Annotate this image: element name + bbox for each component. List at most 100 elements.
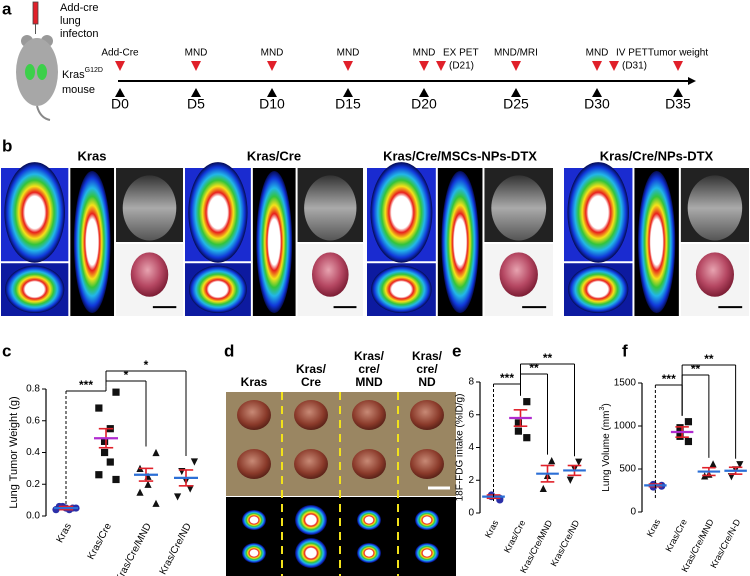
gene: Kras: [62, 69, 85, 81]
day-label: D10: [259, 96, 285, 112]
mouse-label: KrasG12D: [62, 67, 103, 81]
data-point: [676, 424, 684, 432]
lung-photo: [410, 400, 444, 430]
pet-axial: [5, 265, 65, 314]
day-marker: [267, 88, 277, 97]
x-tick-label: Kras/Cre: [502, 518, 528, 554]
lung-photo: [237, 449, 271, 479]
event-label: MND/MRI: [494, 48, 538, 59]
lung-photo: [237, 400, 271, 430]
data-point: [144, 480, 152, 488]
y-tick-label: 4: [468, 442, 474, 453]
pet-coronal: [567, 162, 630, 263]
lung-photo: [294, 400, 328, 430]
mouse-illustration: [16, 1, 58, 121]
lung-pet: [415, 510, 439, 530]
event-label: MND: [586, 48, 609, 59]
lung-pet: [295, 505, 327, 535]
group-label: Kras/: [296, 362, 327, 376]
panel-letter: a: [2, 0, 12, 18]
y-tick-label: 8: [468, 377, 474, 388]
panel-letter: b: [2, 136, 12, 155]
y-tick-label: 1000: [614, 421, 637, 432]
event-note: (D31): [622, 61, 647, 72]
data-point: [174, 493, 182, 501]
x-tick-label: Kras/Cre: [663, 517, 689, 553]
pet-axial: [188, 265, 247, 314]
event-marker: [592, 61, 602, 71]
panel-b: Kras Kras/Cre Kras/Cre/MSCs-NPs-DTX Kras/Cr…: [1, 148, 749, 316]
group-title: Kras: [78, 148, 107, 163]
day-label: D0: [111, 96, 129, 112]
data-point: [152, 448, 160, 457]
significance-label: ***: [500, 371, 514, 385]
group-label: MND: [355, 375, 383, 389]
day-marker: [673, 88, 683, 97]
y-axis-label-part: 3: [599, 407, 606, 411]
y-tick-label: 0: [468, 508, 474, 519]
data-point: [178, 467, 186, 476]
x-tick-label: Kras: [645, 517, 663, 538]
mri-body: [687, 175, 743, 241]
pet-coronal: [370, 162, 433, 263]
lung-photo: [352, 400, 386, 430]
pet-axial: [568, 265, 629, 314]
injection-label: Add-cre: [60, 2, 99, 14]
data-point: [684, 418, 693, 426]
event-marker: [673, 61, 683, 71]
day-label: D15: [335, 96, 361, 112]
lung-pet: [357, 543, 381, 563]
event-marker: [191, 61, 201, 71]
pet-sagittal: [441, 170, 479, 314]
event-label: MND: [413, 48, 436, 59]
y-axis-label-part: ): [601, 403, 612, 406]
data-point: [684, 437, 693, 446]
day-marker: [419, 88, 429, 97]
y-tick-label: 0.8: [26, 384, 40, 395]
day-marker: [592, 88, 602, 97]
event-label: MND: [185, 48, 208, 59]
data-point: [575, 458, 583, 466]
data-point: [566, 476, 574, 484]
y-tick-label: 2: [468, 475, 474, 486]
data-point: [514, 419, 522, 427]
data-point: [709, 460, 717, 468]
significance-label: *: [144, 358, 149, 372]
pet-coronal: [4, 162, 65, 263]
data-point: [100, 448, 109, 457]
panel-letter: e: [452, 341, 461, 360]
y-axis-label: Lung Tumor Weight (g): [8, 396, 20, 508]
significance-label: **: [691, 362, 701, 376]
y-tick-label: 1500: [614, 378, 637, 389]
y-tick-label: 0: [630, 507, 636, 518]
y-axis-label-part: Lung Volume (mm: [601, 411, 612, 492]
significance-label: *: [124, 368, 129, 382]
data-point: [95, 471, 103, 479]
x-tick-label: Kras: [483, 518, 501, 539]
significance-label: ***: [662, 372, 676, 386]
data-point: [152, 499, 160, 507]
lung-pet: [295, 538, 327, 568]
event-note: (D21): [449, 61, 474, 72]
mri-body: [491, 175, 547, 241]
lung-pet: [415, 543, 439, 563]
panel-letter: f: [622, 341, 628, 360]
event-label: EX PET: [443, 48, 479, 59]
day-marker: [343, 88, 353, 97]
injection-label: infecton: [60, 28, 99, 40]
y-tick-label: 0.4: [26, 447, 40, 458]
panel-letter: d: [224, 341, 234, 360]
data-point: [514, 427, 522, 435]
mri-body: [304, 175, 357, 241]
data-point: [112, 388, 120, 396]
group-title: Kras/Cre/MSCs-NPs-DTX: [383, 148, 537, 163]
data-point: [523, 434, 531, 442]
data-point: [106, 458, 114, 466]
significance-label: **: [543, 351, 553, 365]
group-label: Cre: [301, 375, 321, 389]
day-label: D20: [411, 96, 437, 112]
group-label: Kras: [241, 375, 268, 389]
